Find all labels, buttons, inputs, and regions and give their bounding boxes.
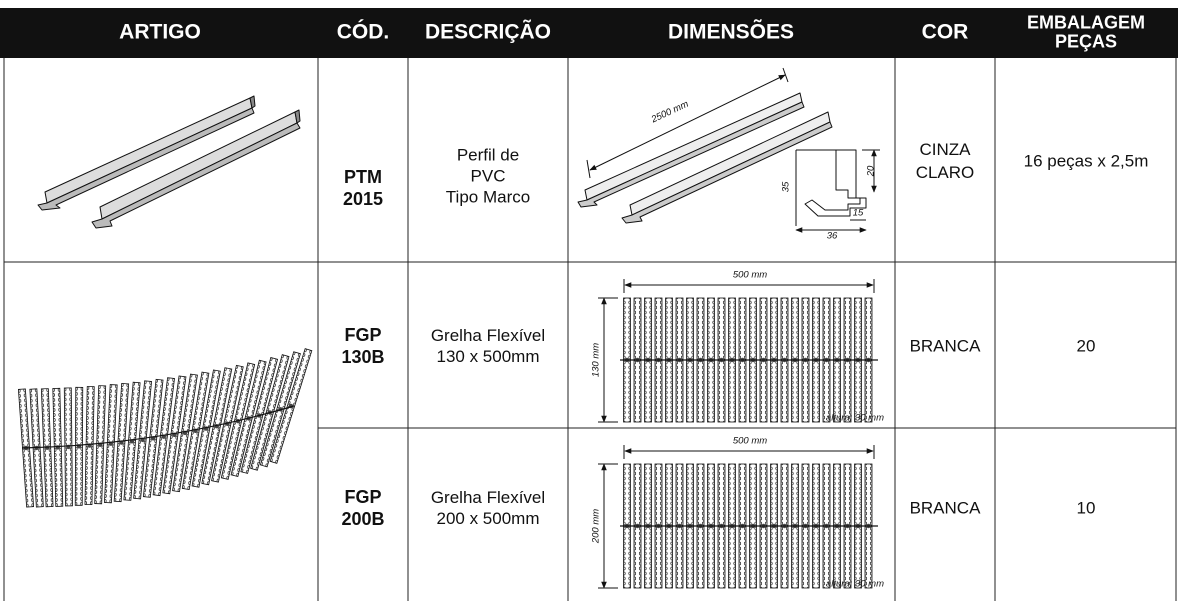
dimension-label: 35 bbox=[781, 181, 792, 192]
color: CINZA bbox=[920, 140, 972, 159]
product-code: FGP bbox=[344, 487, 381, 507]
description: PVC bbox=[471, 166, 506, 185]
description: Tipo Marco bbox=[446, 187, 530, 206]
product-code: PTM bbox=[344, 167, 382, 187]
header-label: EMBALAGEM bbox=[1027, 12, 1145, 32]
header-label: DIMENSÕES bbox=[668, 20, 794, 44]
header-label: DESCRIÇÃO bbox=[425, 21, 551, 44]
grid-strip bbox=[133, 380, 153, 500]
dimension-label: 500 mm bbox=[733, 270, 767, 281]
rod bbox=[21, 405, 295, 449]
dimension-note: altura: 30 mm bbox=[826, 579, 884, 590]
table-rules bbox=[3, 58, 1177, 601]
dimension-label: 36 bbox=[827, 231, 838, 242]
dimension-label: 20 bbox=[866, 165, 877, 177]
grid-strip bbox=[52, 387, 64, 507]
description: Perfil de bbox=[457, 145, 519, 164]
product-code: 2015 bbox=[343, 189, 383, 209]
description: Grelha Flexível bbox=[431, 326, 545, 345]
header-label: PEÇAS bbox=[1055, 31, 1117, 51]
color: BRANCA bbox=[910, 498, 982, 517]
grid-strip bbox=[123, 381, 141, 501]
header-label: ARTIGO bbox=[119, 21, 201, 44]
product-code: 200B bbox=[341, 509, 384, 529]
description: 200 x 500mm bbox=[437, 509, 540, 528]
header-bar bbox=[0, 8, 1178, 58]
grid-strip bbox=[63, 387, 73, 507]
dimension-note: altura: 30 mm bbox=[826, 413, 884, 424]
packaging: 10 bbox=[1077, 498, 1096, 517]
dimension-label: 130 mm bbox=[591, 343, 602, 377]
description: 130 x 500mm bbox=[437, 347, 540, 366]
grid-strip bbox=[74, 386, 84, 506]
profile-illustration bbox=[37, 95, 301, 229]
grid-strip bbox=[94, 385, 107, 505]
product-code: FGP bbox=[344, 325, 381, 345]
grid-strip bbox=[84, 386, 95, 506]
packaging: 16 peças x 2,5m bbox=[1024, 151, 1149, 170]
packaging: 20 bbox=[1077, 336, 1096, 355]
description: Grelha Flexível bbox=[431, 488, 545, 507]
dimension-label: 15 bbox=[853, 208, 864, 219]
product-code: 130B bbox=[341, 347, 384, 367]
dimension-label: 2500 mm bbox=[649, 99, 691, 126]
header-label: CÓD. bbox=[337, 20, 390, 44]
color: BRANCA bbox=[910, 336, 982, 355]
header-label: COR bbox=[922, 21, 969, 44]
dimension-label: 500 mm bbox=[733, 436, 767, 447]
dimension-label: 200 mm bbox=[591, 509, 602, 544]
grid-drawings bbox=[17, 279, 878, 589]
profile-drawing bbox=[577, 67, 880, 233]
color: CLARO bbox=[916, 163, 975, 182]
